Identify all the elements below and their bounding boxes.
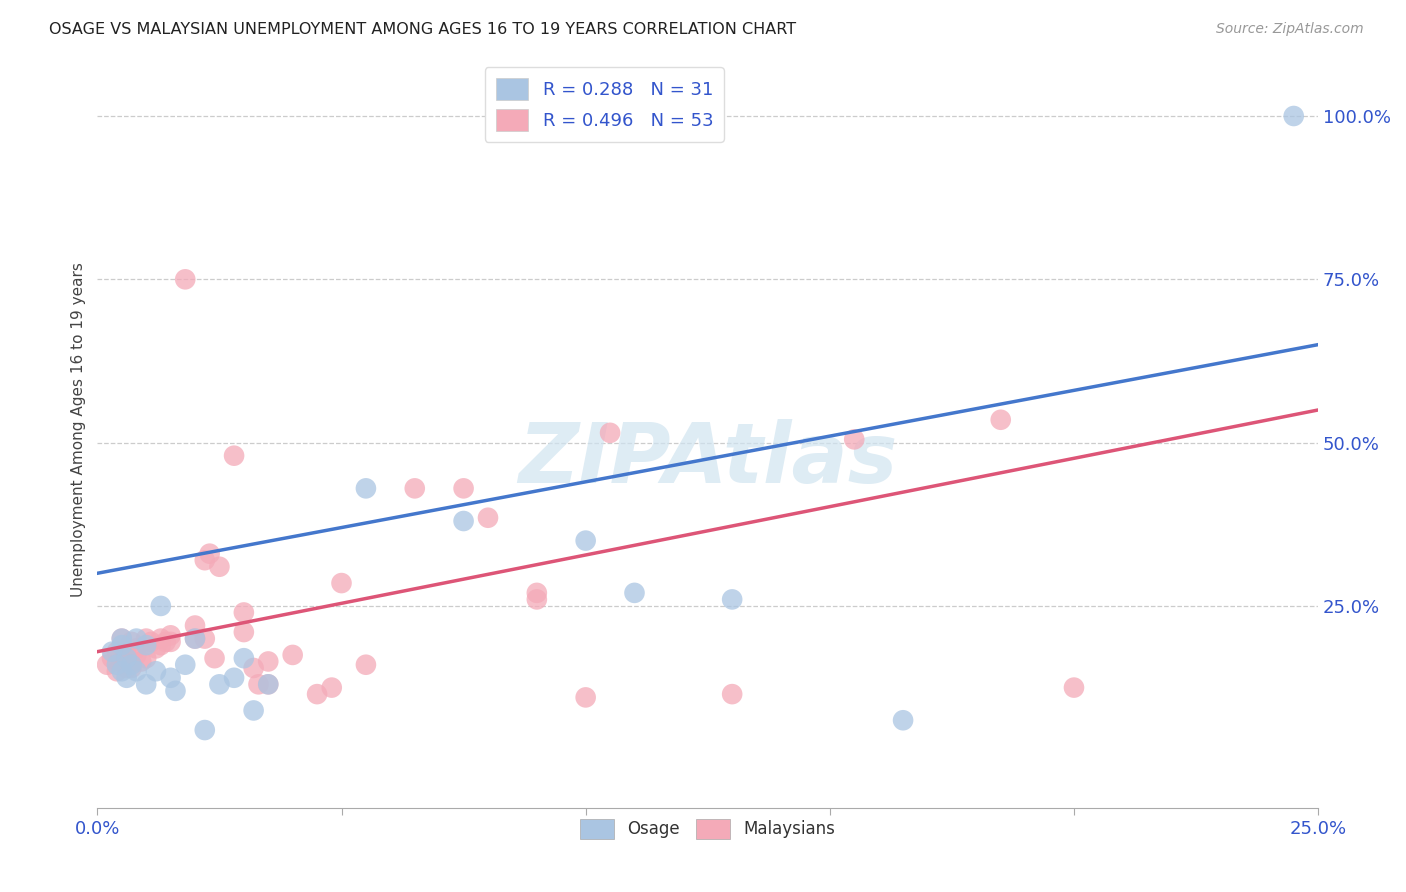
Point	[145, 665, 167, 679]
Point	[101, 645, 124, 659]
Point	[891, 713, 914, 727]
Point	[232, 625, 254, 640]
Point	[135, 677, 157, 691]
Text: ZIPAtlas: ZIPAtlas	[517, 419, 897, 500]
Point	[721, 687, 744, 701]
Point	[135, 651, 157, 665]
Point	[257, 677, 280, 691]
Point	[149, 632, 172, 646]
Point	[139, 635, 162, 649]
Point	[1063, 681, 1085, 695]
Point	[844, 433, 866, 447]
Point	[115, 661, 138, 675]
Point	[222, 449, 245, 463]
Point	[125, 648, 148, 662]
Point	[721, 592, 744, 607]
Point	[321, 681, 343, 695]
Point	[111, 655, 134, 669]
Point	[194, 723, 217, 737]
Point	[125, 641, 148, 656]
Point	[526, 586, 548, 600]
Point	[307, 687, 329, 701]
Point	[184, 632, 207, 646]
Text: OSAGE VS MALAYSIAN UNEMPLOYMENT AMONG AGES 16 TO 19 YEARS CORRELATION CHART: OSAGE VS MALAYSIAN UNEMPLOYMENT AMONG AG…	[49, 22, 796, 37]
Point	[242, 661, 264, 675]
Point	[354, 481, 377, 495]
Point	[96, 657, 118, 672]
Point	[135, 632, 157, 646]
Point	[149, 599, 172, 613]
Point	[159, 635, 181, 649]
Point	[125, 665, 148, 679]
Point	[208, 677, 231, 691]
Point	[129, 655, 152, 669]
Point	[281, 648, 304, 662]
Point	[111, 638, 134, 652]
Point	[105, 657, 128, 672]
Point	[105, 645, 128, 659]
Point	[242, 703, 264, 717]
Point	[155, 635, 177, 649]
Point	[174, 272, 197, 286]
Point	[354, 657, 377, 672]
Point	[149, 638, 172, 652]
Point	[575, 533, 598, 548]
Legend: Osage, Malaysians: Osage, Malaysians	[574, 812, 842, 846]
Point	[115, 648, 138, 662]
Point	[453, 481, 475, 495]
Point	[115, 651, 138, 665]
Point	[404, 481, 426, 495]
Point	[101, 651, 124, 665]
Point	[165, 684, 187, 698]
Point	[135, 638, 157, 652]
Y-axis label: Unemployment Among Ages 16 to 19 years: Unemployment Among Ages 16 to 19 years	[72, 262, 86, 597]
Point	[990, 413, 1012, 427]
Point	[194, 553, 217, 567]
Point	[257, 655, 280, 669]
Point	[247, 677, 270, 691]
Point	[121, 635, 143, 649]
Point	[111, 665, 134, 679]
Point	[232, 606, 254, 620]
Point	[222, 671, 245, 685]
Point	[184, 632, 207, 646]
Point	[105, 665, 128, 679]
Point	[121, 657, 143, 672]
Point	[257, 677, 280, 691]
Text: Source: ZipAtlas.com: Source: ZipAtlas.com	[1216, 22, 1364, 37]
Point	[121, 661, 143, 675]
Point	[111, 632, 134, 646]
Point	[1282, 109, 1305, 123]
Point	[453, 514, 475, 528]
Point	[159, 671, 181, 685]
Point	[194, 632, 217, 646]
Point	[125, 632, 148, 646]
Point	[232, 651, 254, 665]
Point	[208, 559, 231, 574]
Point	[575, 690, 598, 705]
Point	[526, 592, 548, 607]
Point	[111, 632, 134, 646]
Point	[115, 671, 138, 685]
Point	[330, 576, 353, 591]
Point	[477, 510, 499, 524]
Point	[204, 651, 226, 665]
Point	[184, 618, 207, 632]
Point	[623, 586, 645, 600]
Point	[198, 547, 221, 561]
Point	[145, 641, 167, 656]
Point	[599, 425, 621, 440]
Point	[174, 657, 197, 672]
Point	[159, 628, 181, 642]
